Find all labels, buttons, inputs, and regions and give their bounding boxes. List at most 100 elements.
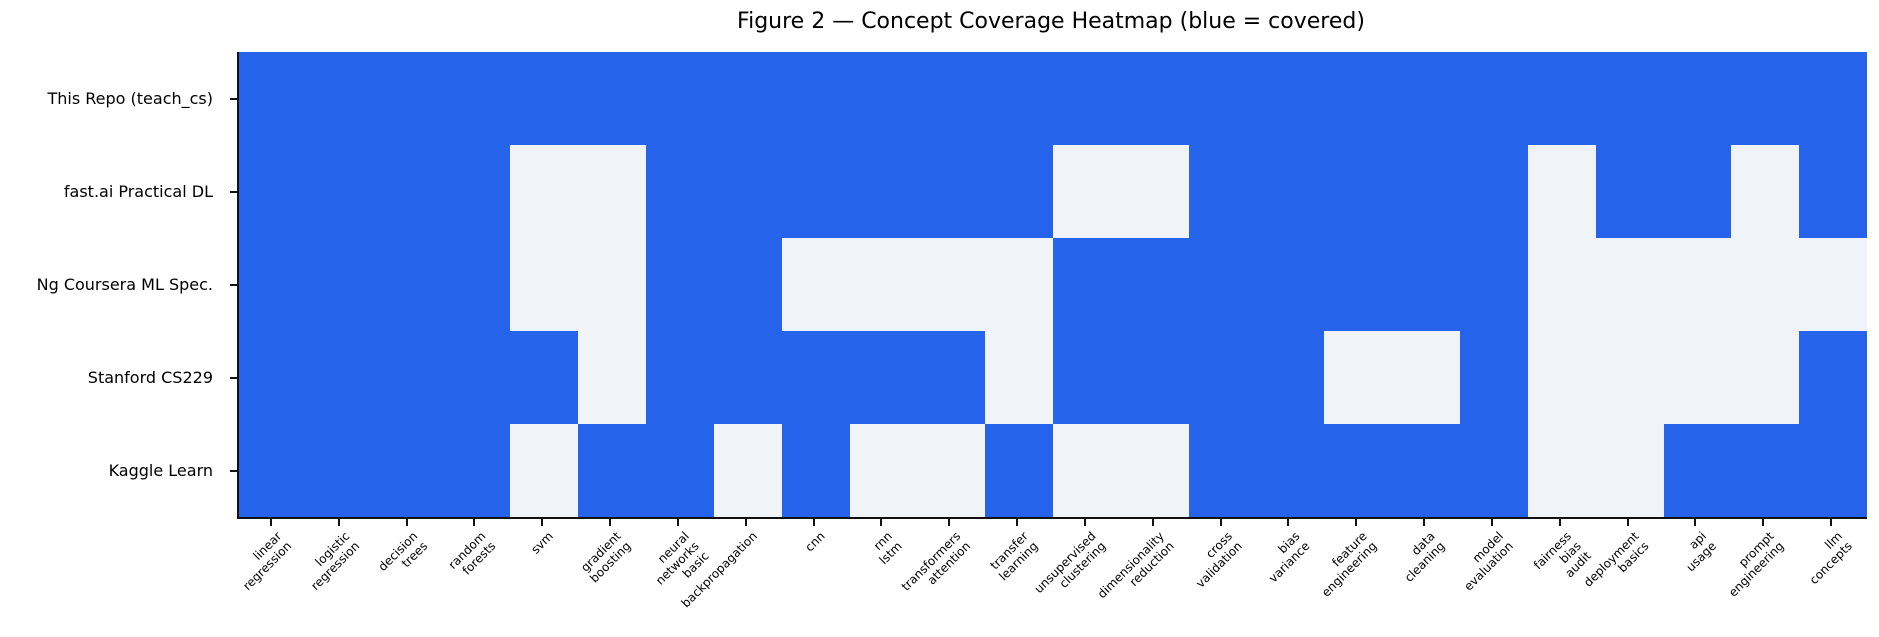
heatmap-cell xyxy=(781,145,850,238)
x-tick-label: random forests xyxy=(445,529,499,578)
heatmap-cell xyxy=(1120,52,1189,145)
x-tick-label: feature engineering xyxy=(1319,529,1381,600)
heatmap-cell xyxy=(1663,424,1732,517)
heatmap-cell xyxy=(917,52,986,145)
heatmap-cell xyxy=(985,52,1053,145)
heatmap-cell xyxy=(917,331,986,424)
heatmap-cell xyxy=(985,424,1053,517)
heatmap-cell xyxy=(1527,238,1596,331)
x-tick-mark xyxy=(269,519,272,526)
x-tick-mark xyxy=(1626,519,1629,526)
heatmap-cell xyxy=(713,331,782,424)
x-tick-mark xyxy=(1287,519,1290,526)
heatmap-cell xyxy=(578,424,646,517)
heatmap-cell xyxy=(1799,145,1867,238)
heatmap-cell xyxy=(1527,424,1596,517)
x-tick-mark xyxy=(1151,519,1154,526)
heatmap-cell xyxy=(1188,424,1257,517)
heatmap-cell xyxy=(1392,238,1460,331)
x-tick-label: backpropagation xyxy=(678,529,760,611)
y-tick-label: fast.ai Practical DL xyxy=(63,181,213,201)
heatmap-cell xyxy=(1392,331,1460,424)
chart-title: Figure 2 — Concept Coverage Heatmap (blu… xyxy=(737,9,1365,34)
heatmap-cell xyxy=(985,145,1053,238)
heatmap-cell xyxy=(510,52,579,145)
heatmap-cell xyxy=(510,331,579,424)
heatmap-cell xyxy=(374,52,443,145)
heatmap-cell xyxy=(1799,238,1867,331)
heatmap-cell xyxy=(1731,331,1800,424)
heatmap-cell xyxy=(1731,238,1800,331)
y-tick-mark xyxy=(230,283,237,286)
heatmap-cell xyxy=(510,145,579,238)
heatmap-cell xyxy=(442,424,511,517)
x-tick-label: logistic regression xyxy=(308,529,363,594)
x-tick-mark xyxy=(812,519,815,526)
heatmap-cell xyxy=(1188,238,1257,331)
heatmap-cell xyxy=(374,145,443,238)
x-tick-mark xyxy=(744,519,747,526)
x-tick-label: cnn xyxy=(802,529,828,555)
x-tick-label: neural networks basic xyxy=(653,529,712,588)
x-tick-mark xyxy=(473,519,476,526)
heatmap-cell xyxy=(781,238,850,331)
heatmap-cell xyxy=(1120,331,1189,424)
x-tick-mark xyxy=(1558,519,1561,526)
heatmap-cell xyxy=(578,238,646,331)
x-tick-label: linear regression xyxy=(240,529,295,594)
x-tick-mark xyxy=(1083,519,1086,526)
heatmap-cell xyxy=(1324,52,1393,145)
heatmap-cell xyxy=(985,331,1053,424)
x-tick-label: cross validation xyxy=(1192,529,1245,591)
x-tick-label: unsupervised clustering xyxy=(1031,529,1109,596)
heatmap-cell xyxy=(849,238,918,331)
y-tick-mark xyxy=(230,469,237,472)
heatmap-cell xyxy=(306,424,375,517)
x-tick-mark xyxy=(676,519,679,526)
heatmap-cell xyxy=(1527,145,1596,238)
heatmap-cell xyxy=(1256,145,1325,238)
heatmap-cell xyxy=(1799,424,1867,517)
heatmap-cell xyxy=(374,238,443,331)
heatmap-cell xyxy=(1324,145,1393,238)
heatmap-cell xyxy=(849,424,918,517)
x-tick-mark xyxy=(1355,519,1358,526)
heatmap-cell xyxy=(849,52,918,145)
heatmap-cell xyxy=(1120,145,1189,238)
heatmap-cell xyxy=(849,145,918,238)
heatmap-cell xyxy=(1460,52,1528,145)
heatmap-cell xyxy=(1460,238,1528,331)
heatmap-cell xyxy=(713,238,782,331)
x-tick-mark xyxy=(1830,519,1833,526)
heatmap-cell xyxy=(849,331,918,424)
heatmap-cell xyxy=(1053,52,1121,145)
x-tick-label: bias variance xyxy=(1265,529,1313,586)
heatmap-cell xyxy=(1392,145,1460,238)
heatmap-cell xyxy=(578,52,646,145)
heatmap-cell xyxy=(1527,331,1596,424)
x-tick-mark xyxy=(1219,519,1222,526)
heatmap-cell xyxy=(1120,424,1189,517)
heatmap-cell xyxy=(239,238,307,331)
heatmap-cell xyxy=(1053,145,1121,238)
heatmap-cell xyxy=(1595,424,1664,517)
heatmap-cell xyxy=(1053,424,1121,517)
heatmap-cell xyxy=(1120,238,1189,331)
x-tick-label: data cleaning xyxy=(1402,529,1449,585)
heatmap-cell xyxy=(646,238,714,331)
heatmap-cell xyxy=(578,331,646,424)
x-tick-label: dimensionality reduction xyxy=(1094,529,1177,602)
heatmap-cell xyxy=(374,331,443,424)
x-tick-label: rnn lstm xyxy=(871,529,906,568)
y-tick-mark xyxy=(230,97,237,100)
heatmap-cell xyxy=(510,238,579,331)
x-tick-mark xyxy=(948,519,951,526)
heatmap-cell xyxy=(1460,424,1528,517)
heatmap-cell xyxy=(1256,424,1325,517)
heatmap-cell xyxy=(442,52,511,145)
x-tick-label: fairness bias audit xyxy=(1530,529,1594,581)
heatmap-cell xyxy=(239,331,307,424)
x-tick-mark xyxy=(1423,519,1426,526)
heatmap-cell xyxy=(781,424,850,517)
